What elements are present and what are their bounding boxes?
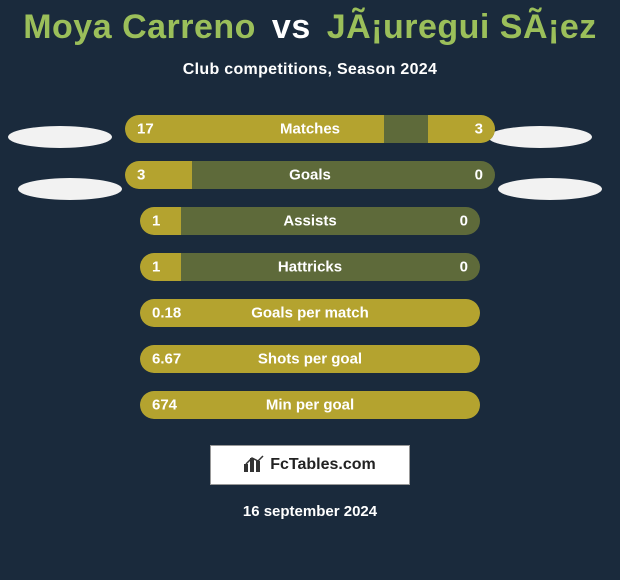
fctables-watermark: FcTables.com bbox=[210, 445, 410, 485]
stat-value-right: 3 bbox=[475, 121, 483, 138]
stats-list: 17 3 Matches 3 0 Goals 1 0 Assists 1 0 Hattricks 0.1… bbox=[0, 115, 620, 419]
stat-value-left: 17 bbox=[137, 121, 154, 138]
stat-label: Goals per match bbox=[251, 305, 369, 322]
stat-label: Goals bbox=[289, 167, 331, 184]
stat-fill-left bbox=[125, 161, 192, 189]
stat-label: Matches bbox=[280, 121, 340, 138]
stat-value-left: 6.67 bbox=[152, 351, 181, 368]
stat-value-left: 1 bbox=[152, 213, 160, 230]
right-club-badge bbox=[488, 126, 592, 148]
left-club-badge bbox=[8, 126, 112, 148]
stat-value-left: 1 bbox=[152, 259, 160, 276]
stat-value-right: 0 bbox=[460, 259, 468, 276]
stat-row-goals-per-match: 0.18 Goals per match bbox=[140, 299, 480, 327]
footer-date: 16 september 2024 bbox=[0, 503, 620, 520]
stat-value-right: 0 bbox=[475, 167, 483, 184]
stat-row-min-per-goal: 674 Min per goal bbox=[140, 391, 480, 419]
page-title: Moya Carreno vs JÃ¡uregui SÃ¡ez bbox=[0, 0, 620, 47]
stat-label: Min per goal bbox=[266, 397, 354, 414]
stat-fill-right bbox=[428, 115, 495, 143]
stat-label: Assists bbox=[283, 213, 336, 230]
stat-value-right: 0 bbox=[460, 213, 468, 230]
stat-row-hattricks: 1 0 Hattricks bbox=[140, 253, 480, 281]
stat-value-left: 674 bbox=[152, 397, 177, 414]
stat-row-assists: 1 0 Assists bbox=[140, 207, 480, 235]
stat-row-shots-per-goal: 6.67 Shots per goal bbox=[140, 345, 480, 373]
stat-label: Hattricks bbox=[278, 259, 342, 276]
right-club-badge bbox=[498, 178, 602, 200]
player-right-name: JÃ¡uregui SÃ¡ez bbox=[327, 8, 597, 46]
subtitle: Club competitions, Season 2024 bbox=[0, 61, 620, 79]
comparison-card: Moya Carreno vs JÃ¡uregui SÃ¡ez Club com… bbox=[0, 0, 620, 580]
title-vs: vs bbox=[272, 8, 311, 46]
stat-value-left: 0.18 bbox=[152, 305, 181, 322]
stat-fill-left bbox=[140, 253, 181, 281]
stat-row-goals: 3 0 Goals bbox=[125, 161, 495, 189]
fctables-label: FcTables.com bbox=[270, 456, 376, 474]
stat-label: Shots per goal bbox=[258, 351, 362, 368]
player-left-name: Moya Carreno bbox=[23, 8, 256, 46]
left-club-badge bbox=[18, 178, 122, 200]
stat-value-left: 3 bbox=[137, 167, 145, 184]
fctables-bars-icon bbox=[244, 454, 264, 477]
stat-fill-left bbox=[140, 207, 181, 235]
stat-fill-left bbox=[125, 115, 384, 143]
stat-row-matches: 17 3 Matches bbox=[125, 115, 495, 143]
